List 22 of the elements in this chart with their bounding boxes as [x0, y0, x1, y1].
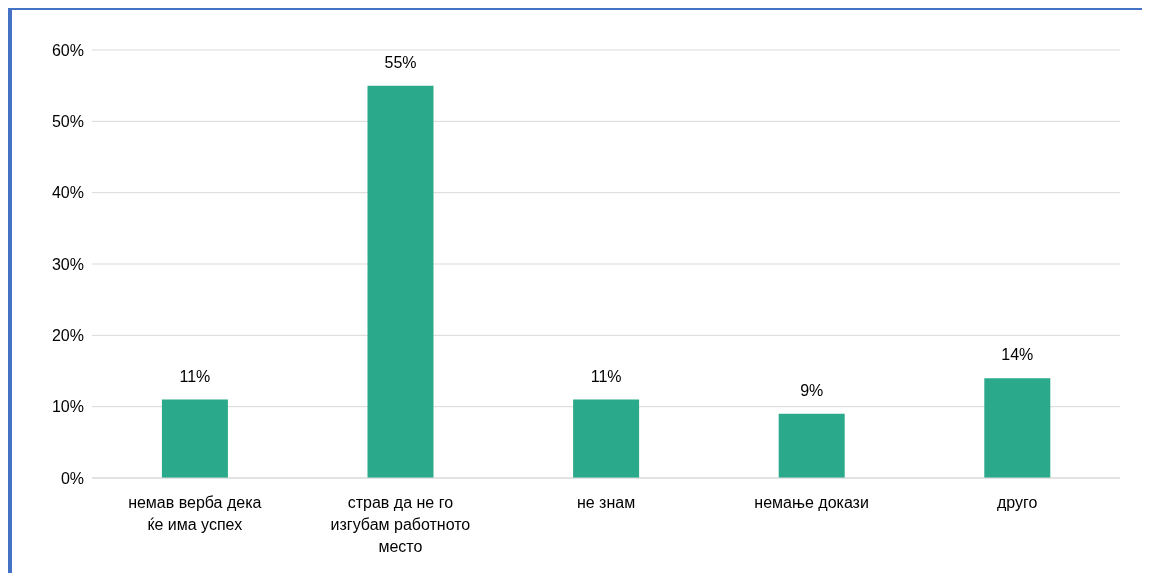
x-tick-label: друго — [996, 494, 1038, 511]
data-label: 9% — [800, 381, 824, 399]
y-tick-label: 40% — [51, 184, 84, 202]
data-label: 55% — [384, 53, 417, 71]
y-tick-label: 10% — [51, 398, 84, 416]
data-label: 11% — [179, 367, 211, 385]
y-tick-label: 30% — [51, 255, 84, 273]
y-tick-label: 50% — [51, 113, 84, 131]
data-label: 14% — [1001, 346, 1034, 364]
bar — [778, 413, 845, 478]
y-tick-label: 60% — [51, 41, 84, 59]
bar — [161, 399, 228, 478]
y-tick-label: 0% — [60, 469, 84, 487]
bar — [573, 399, 640, 478]
x-tick-label: не знам — [576, 494, 636, 511]
data-label: 11% — [590, 367, 622, 385]
x-tick-label: немање докази — [754, 494, 869, 511]
x-tick-label: немав верба дека ќе има успех — [128, 494, 262, 533]
bar — [984, 378, 1051, 478]
x-tick-label: страв да не го изгубам работното место — [330, 494, 471, 555]
y-tick-label: 20% — [51, 327, 84, 345]
bar — [367, 85, 434, 478]
